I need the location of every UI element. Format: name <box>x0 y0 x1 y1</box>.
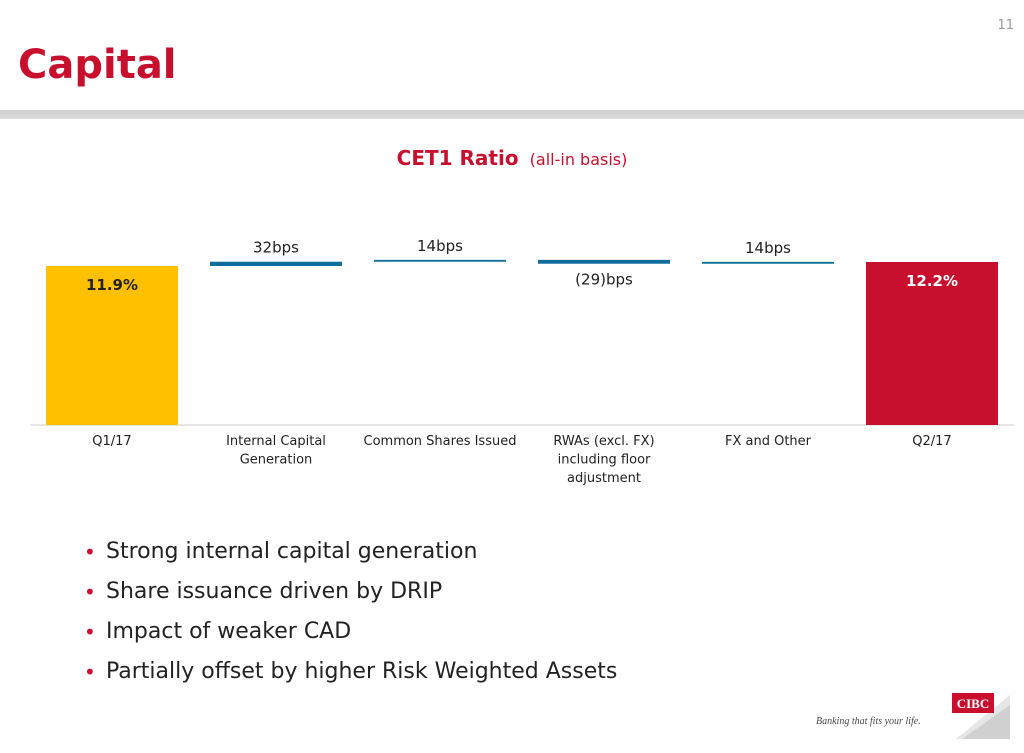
category-label: Generation <box>240 453 313 468</box>
bullet-item: • Share issuance driven by DRIP <box>80 575 617 615</box>
category-label: Common Shares Issued <box>364 434 517 449</box>
category-label: RWAs (excl. FX) <box>553 434 654 449</box>
page-number: 11 <box>997 18 1014 33</box>
bullet-icon: • <box>84 660 96 684</box>
data-label: 32bps <box>253 239 299 257</box>
bullet-text: Strong internal capital generation <box>106 539 478 564</box>
data-label: 11.9% <box>86 276 138 294</box>
logo-text: CIBC <box>957 696 990 711</box>
bar-5 <box>866 261 998 425</box>
bar-0 <box>46 266 178 425</box>
bullet-text: Partially offset by higher Risk Weighted… <box>106 659 618 684</box>
bullet-icon: • <box>84 580 96 604</box>
category-label: adjustment <box>567 471 641 486</box>
data-label: 14bps <box>417 237 463 255</box>
bar-1 <box>210 261 342 266</box>
title-divider <box>0 110 1024 119</box>
chart-title-subtitle: (all-in basis) <box>529 150 628 169</box>
bullet-item: • Impact of weaker CAD <box>80 615 617 655</box>
bullet-list: • Strong internal capital generation • Sha… <box>80 535 617 695</box>
bullet-item: • Partially offset by higher Risk Weighte… <box>80 655 617 695</box>
bullet-icon: • <box>84 540 96 564</box>
cibc-logo-icon: CIBC <box>952 693 1010 739</box>
data-label: 14bps <box>745 239 791 257</box>
category-label: Q2/17 <box>912 434 951 449</box>
bullet-text: Impact of weaker CAD <box>106 619 352 644</box>
waterfall-chart: 11.9% Q1/17 32bps Internal Capital Generatio… <box>30 237 1014 486</box>
footer-brand: Banking that fits your life. CIBC <box>810 689 1010 739</box>
bullet-icon: • <box>84 620 96 644</box>
category-label: including floor <box>558 453 651 468</box>
slide-title: Capital <box>18 42 177 88</box>
category-label: FX and Other <box>725 434 812 449</box>
tagline: Banking that fits your life. <box>816 716 921 727</box>
bar-4 <box>702 261 834 264</box>
chart-title: CET1 Ratio (all-in basis) <box>0 146 1024 170</box>
category-label: Internal Capital <box>226 434 326 449</box>
bullet-item: • Strong internal capital generation <box>80 535 617 575</box>
bullet-text: Share issuance driven by DRIP <box>106 579 443 604</box>
data-label: (29)bps <box>575 271 633 289</box>
category-label: Q1/17 <box>92 434 131 449</box>
data-label: 12.2% <box>906 272 958 290</box>
bar-3 <box>538 259 670 264</box>
chart-title-main: CET1 Ratio <box>396 146 519 170</box>
bar-2 <box>374 259 506 262</box>
